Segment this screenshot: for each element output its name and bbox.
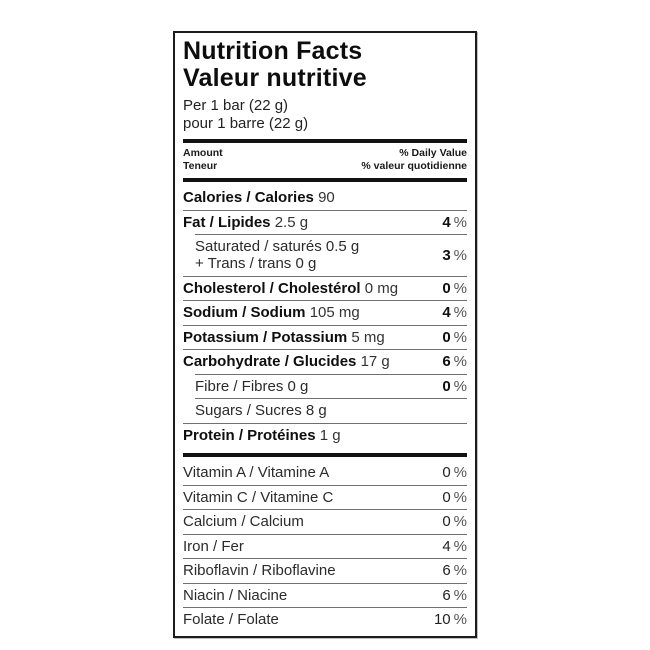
daily-value-cell: 3% [442,246,467,264]
daily-value-cell: 6% [442,586,467,604]
vitamin-name: Iron / Fer [183,537,244,555]
daily-value-cell [456,402,467,419]
daily-value-cell: 0% [442,513,467,530]
vitamin-name: Folate / Folate [183,611,279,628]
nutrient-name: Protein / Protéines 1 g [183,426,341,444]
nutrient-name: Carbohydrate / Glucides 17 g [183,353,390,370]
nutrient-row-calories: Calories / Calories 90 [183,186,467,210]
daily-value-cell: 0% [442,488,467,506]
daily-value-label-fr: % valeur quotidienne [361,159,467,172]
nutrient-row-cholesterol: Cholesterol / Cholestérol 0 mg 0% [183,275,467,301]
label-title-fr: Valeur nutritive [183,64,367,92]
vitamin-name: Niacin / Niacine [183,586,288,604]
nutrition-facts-label: Nutrition Facts Valeur nutritive Per 1 b… [173,31,477,638]
nutrient-row-fat: Fat / Lipides 2.5 g 4% [183,209,467,235]
divider-thick-vitamins [183,453,467,457]
nutrient-name: Potassium / Potassium 5 mg [183,328,385,346]
daily-value-cell: 0% [442,464,467,481]
nutrient-name: Fat / Lipides 2.5 g [183,213,309,231]
nutrient-row-fibre: Fibre / Fibres 0 g 0% [195,373,467,399]
daily-value-cell: 4% [442,304,467,321]
vitamin-name: Vitamin C / Vitamine C [183,488,334,506]
label-title-en: Nutrition Facts [183,37,363,65]
daily-value-cell: 6% [442,562,467,579]
column-header: Amount Teneur % Daily Value % valeur quo… [183,147,467,172]
vitamin-row-riboflavin: Riboflavin / Riboflavine 6% [183,558,467,583]
daily-value-cell: 10% [433,611,467,628]
nutrient-name: Fibre / Fibres 0 g [195,377,309,395]
divider-thick-header [183,178,467,182]
daily-value-cell: 0% [442,279,467,297]
amount-label-fr: Teneur [183,159,218,172]
nutrient-name: Sugars / Sucres 8 g [195,402,327,419]
serving-size-fr: pour 1 barre (22 g) [183,115,309,132]
nutrient-name: Calories / Calories 90 [183,189,335,206]
divider-thick-top [183,139,467,143]
vitamin-row-vitamin-c: Vitamin C / Vitamine C 0% [183,484,467,510]
vitamin-row-vitamin-a: Vitamin A / Vitamine A 0% [183,461,467,485]
column-header-daily-value: % Daily Value % valeur quotidienne [361,147,467,172]
nutrient-name: Sodium / Sodium 105 mg [183,304,360,321]
vitamin-row-calcium: Calcium / Calcium 0% [183,509,467,534]
vitamin-row-iron: Iron / Fer 4% [183,533,467,559]
nutrient-row-potassium: Potassium / Potassium 5 mg 0% [183,324,467,350]
nutrient-row-carbohydrate: Carbohydrate / Glucides 17 g 6% [183,349,467,374]
nutrient-name: Saturated / saturés 0.5 g + Trans / tran… [195,238,360,272]
serving-size-en: Per 1 bar (22 g) [183,97,289,114]
daily-value-cell: 6% [442,353,467,370]
nutrient-name: Cholesterol / Cholestérol 0 mg [183,279,399,297]
daily-value-cell: 4% [442,213,467,231]
nutrient-row-saturated-trans: Saturated / saturés 0.5 g + Trans / tran… [195,234,467,276]
amount-label-en: Amount [183,147,223,159]
vitamin-row-niacin: Niacin / Niacine 6% [183,582,467,608]
daily-value-cell [456,189,467,206]
daily-value-cell: 4% [442,537,467,555]
vitamin-name: Riboflavin / Riboflavine [183,562,336,579]
nutrient-row-sugars: Sugars / Sucres 8 g [195,398,467,423]
vitamin-name: Vitamin A / Vitamine A [183,464,330,481]
nutrient-row-protein: Protein / Protéines 1 g [183,422,467,448]
nutrient-row-sodium: Sodium / Sodium 105 mg 4% [183,300,467,325]
daily-value-cell: 0% [442,328,467,346]
daily-value-cell: 0% [442,377,467,395]
vitamin-row-folate: Folate / Folate 10% [183,607,467,632]
daily-value-label-en: % Daily Value [399,147,467,159]
daily-value-cell [456,427,467,444]
column-header-amount: Amount Teneur [183,147,223,172]
vitamin-name: Calcium / Calcium [183,513,304,530]
